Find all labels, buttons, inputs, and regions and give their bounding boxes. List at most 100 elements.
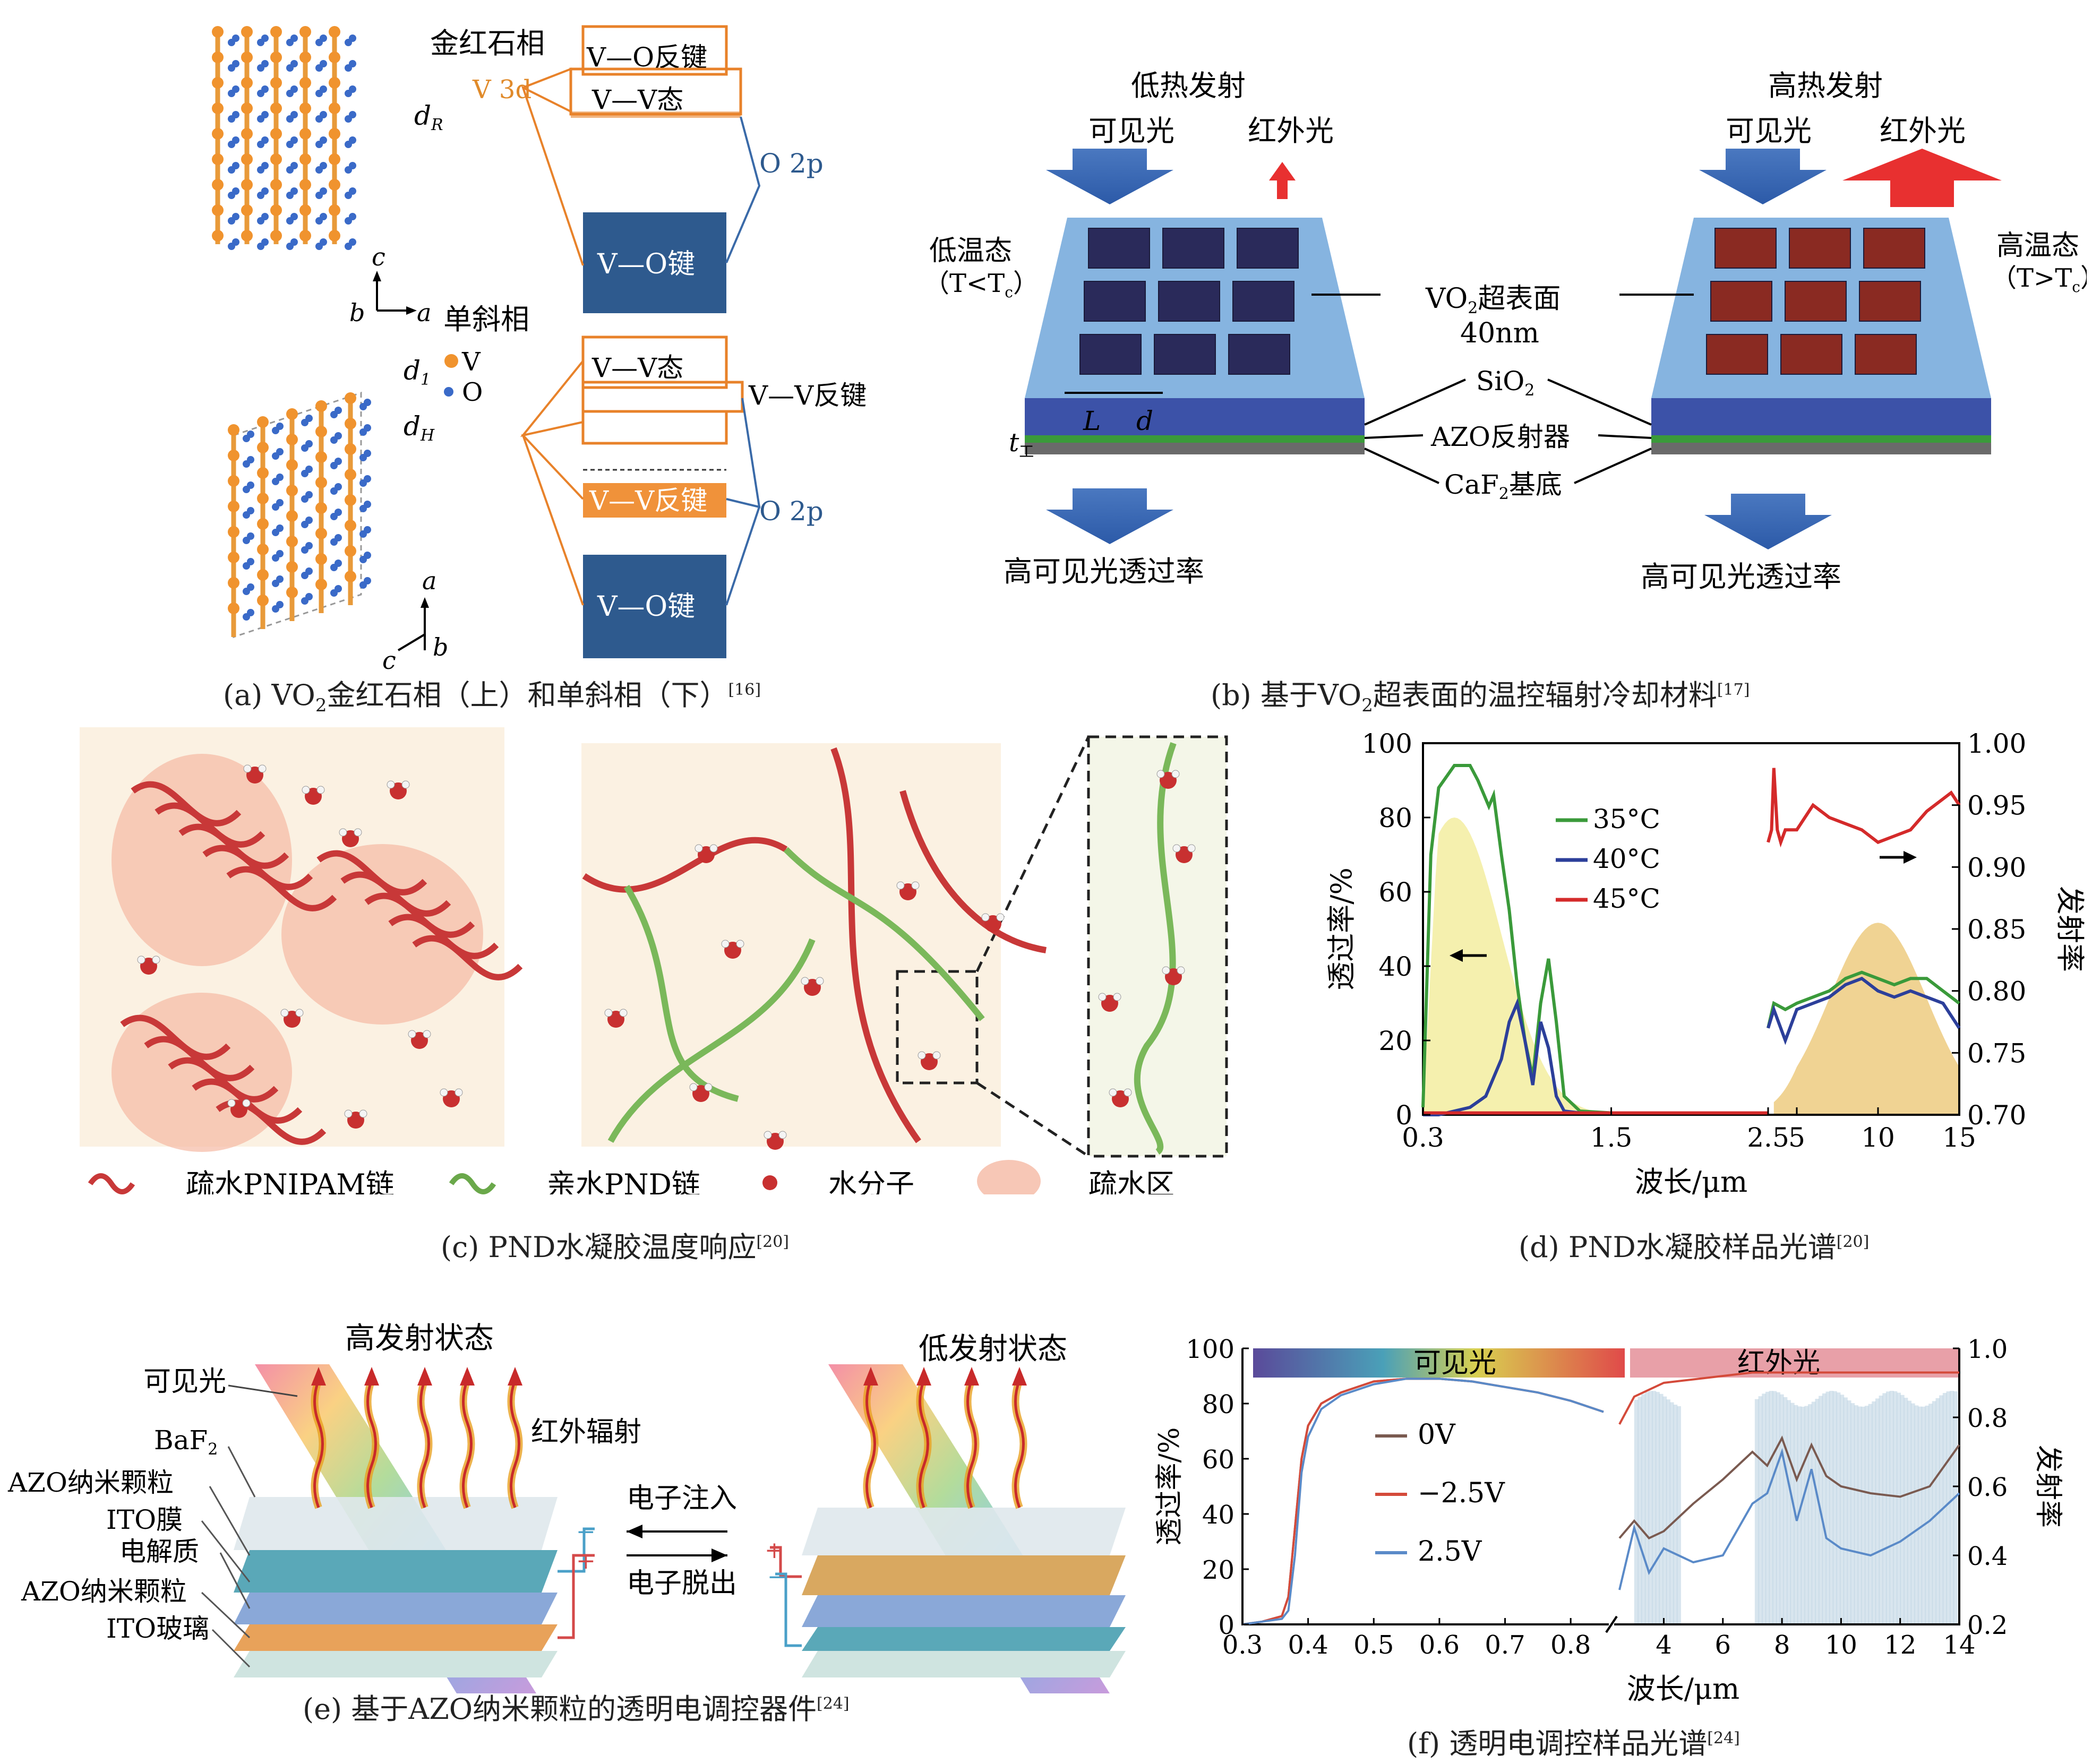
y-axis-label-f: 透过率/%: [1154, 1427, 1186, 1546]
caption-c: (c) PND水凝胶温度响应[20]: [441, 1231, 790, 1264]
rutile-label: 金红石相: [430, 27, 545, 60]
y2-axis-label-d: 发射率: [2053, 886, 2087, 972]
svg-text:V: V: [461, 347, 481, 377]
band-vv-antibond-filled: [583, 483, 726, 518]
d-label: d: [1136, 406, 1153, 436]
y2-tick-label: 0.90: [1967, 852, 2026, 883]
x-tick-label: 2.5: [1747, 1122, 1789, 1153]
thickness-label: 40nm: [1460, 317, 1539, 349]
caption-b: (b) 基于VO2超表面的温控辐射冷却材料[17]: [1211, 678, 1750, 716]
x-tick-label: 12: [1884, 1630, 1916, 1660]
o2p-label-top: O 2p: [759, 148, 824, 179]
o2p-label-bottom: O 2p: [759, 496, 824, 527]
ir-radiation-label: 红外辐射: [531, 1416, 641, 1448]
y-tick-label: 80: [1202, 1390, 1234, 1419]
visible-in-arrow-right: [1699, 149, 1827, 204]
legend-label: 45°C: [1593, 883, 1660, 914]
y-tick-label: 40: [1202, 1500, 1234, 1530]
L-label: L: [1083, 406, 1101, 436]
trans-arrow-right: [1704, 494, 1832, 549]
band-label-mono-3: V—O键: [597, 591, 695, 623]
v3d-label: V 3d: [472, 75, 531, 105]
x-tick-label: 14: [1943, 1630, 1975, 1660]
y2-tick-label: 0.85: [1967, 914, 2026, 945]
dR-label: dR: [414, 100, 443, 134]
series-line-35°C-IR: [1767, 970, 1960, 1029]
svg-text:O: O: [462, 377, 483, 407]
x-tick-label: 8: [1774, 1630, 1790, 1660]
sio2-label: SiO2: [1476, 366, 1534, 400]
axis-indicator-top: c b a: [349, 243, 431, 327]
y2-tick-label: 0.2: [1967, 1611, 2008, 1640]
band-vo-antibond: [581, 25, 728, 76]
legend-pnipam-icon: [88, 1173, 135, 1194]
band-vo-bond-mono: [583, 555, 726, 658]
legend-label: −2.5V: [1418, 1477, 1505, 1509]
x-tick-label: 0.7: [1485, 1630, 1525, 1660]
legend-label: 40°C: [1593, 844, 1660, 874]
y2-tick-label: 0.8: [1967, 1404, 2008, 1433]
x-tick-label: 0.6: [1419, 1630, 1460, 1660]
device-low-temp: [1025, 218, 1365, 454]
svg-text:a: a: [422, 566, 436, 595]
high-temp-label: 高温态: [1996, 230, 2079, 262]
x-tick-label: 5: [1788, 1122, 1805, 1153]
t-label: t工: [1009, 428, 1034, 460]
axis-break-mark: [1605, 1615, 1618, 1633]
series-line-40°C-IR: [1767, 976, 1961, 1045]
panel-a: 金红石相 V 3d dR V—O反键 V—V态 V—O键 O 2p c b a …: [202, 11, 945, 701]
legend-hydrophobic-icon: [977, 1160, 1041, 1202]
svg-text:c: c: [372, 243, 385, 271]
rutile-crystal: [212, 26, 356, 250]
band-label-rutile-1: V—V态: [591, 84, 683, 115]
x-tick-label: 0.4: [1288, 1630, 1328, 1660]
legend-pnd-icon: [449, 1173, 496, 1194]
visible-label-left: 可见光: [1088, 114, 1174, 148]
svg-text:−: −: [767, 1563, 787, 1590]
y2-tick-label: 0.6: [1967, 1473, 2008, 1502]
y-tick-label: 80: [1378, 803, 1412, 833]
device-stack-low: [802, 1367, 1126, 1677]
caf2-label: CaF2基底: [1444, 469, 1562, 503]
panel-b: 低热发射 高热发射 可见光 红外光 可见光 红外光 低温态 （T<Tc） 高温态: [924, 53, 2092, 610]
zoom-inset: [1087, 735, 1228, 1158]
legend-hydrophobic: 疏水区: [1088, 1168, 1174, 1194]
band-label-mono-2: V—V反键: [589, 485, 707, 516]
y2-tick-label: 0.4: [1967, 1542, 2008, 1571]
axis-indicator-bottom: a b c: [382, 566, 448, 675]
svg-text:−: −: [576, 1518, 596, 1545]
y2-tick-label: 1.00: [1967, 728, 2026, 759]
band-vo-bond: [583, 212, 726, 313]
x-tick-label: 1.5: [1590, 1122, 1633, 1153]
band-label-mono-1: V—V反键: [748, 380, 867, 411]
x-tick-label: 10: [1825, 1630, 1857, 1660]
extract-label: 电子脱出: [627, 1568, 737, 1599]
high-vis-trans-left: 高可见光透过率: [1004, 555, 1204, 588]
legend-label: 0V: [1418, 1419, 1456, 1451]
high-vis-trans-right: 高可见光透过率: [1641, 560, 1841, 593]
caption-f: (f) 透明电调控样品光谱[24]: [1407, 1727, 1740, 1760]
svg-text:b: b: [433, 633, 448, 661]
caption-a: (a) VO2金红石相（上）和单斜相（下）[16]: [223, 678, 761, 716]
hydrogel-network: [581, 743, 1001, 1147]
layer-electrolyte: 电解质: [119, 1536, 199, 1567]
v-legend-dot: [444, 354, 458, 368]
series-line-45°C-IR: [1767, 768, 1961, 848]
device-high-temp: [1651, 218, 1991, 454]
visible-band-header: [1253, 1348, 1625, 1378]
x-tick-label: 10: [1861, 1122, 1895, 1153]
high-temp-cond: （T>Tc）: [1991, 263, 2087, 296]
svg-text:c: c: [382, 646, 396, 675]
y-tick-label: 40: [1378, 951, 1412, 982]
layer-azo-bottom: AZO纳米颗粒: [21, 1576, 187, 1607]
ir-band-label: 红外光: [1737, 1347, 1820, 1379]
visible-in-arrow-left: [1046, 149, 1173, 204]
panel-b-diagram: 低热发射 高热发射 可见光 红外光 可见光 红外光 低温态 （T<Tc） 高温态: [924, 69, 2092, 593]
y-tick-label: 100: [1186, 1335, 1234, 1364]
low-temp-cond: （T<Tc）: [929, 269, 1039, 301]
panel-e-diagram: 高发射状态 低发射状态 可见光 红外辐射 BaF2 AZO纳米颗粒 ITO膜: [7, 1321, 1126, 1693]
legend-label: 35°C: [1593, 804, 1660, 834]
y-tick-label: 60: [1202, 1445, 1234, 1475]
y-axis-label-d: 透过率/%: [1325, 867, 1358, 991]
band-label-mono-0: V—V态: [591, 352, 683, 383]
